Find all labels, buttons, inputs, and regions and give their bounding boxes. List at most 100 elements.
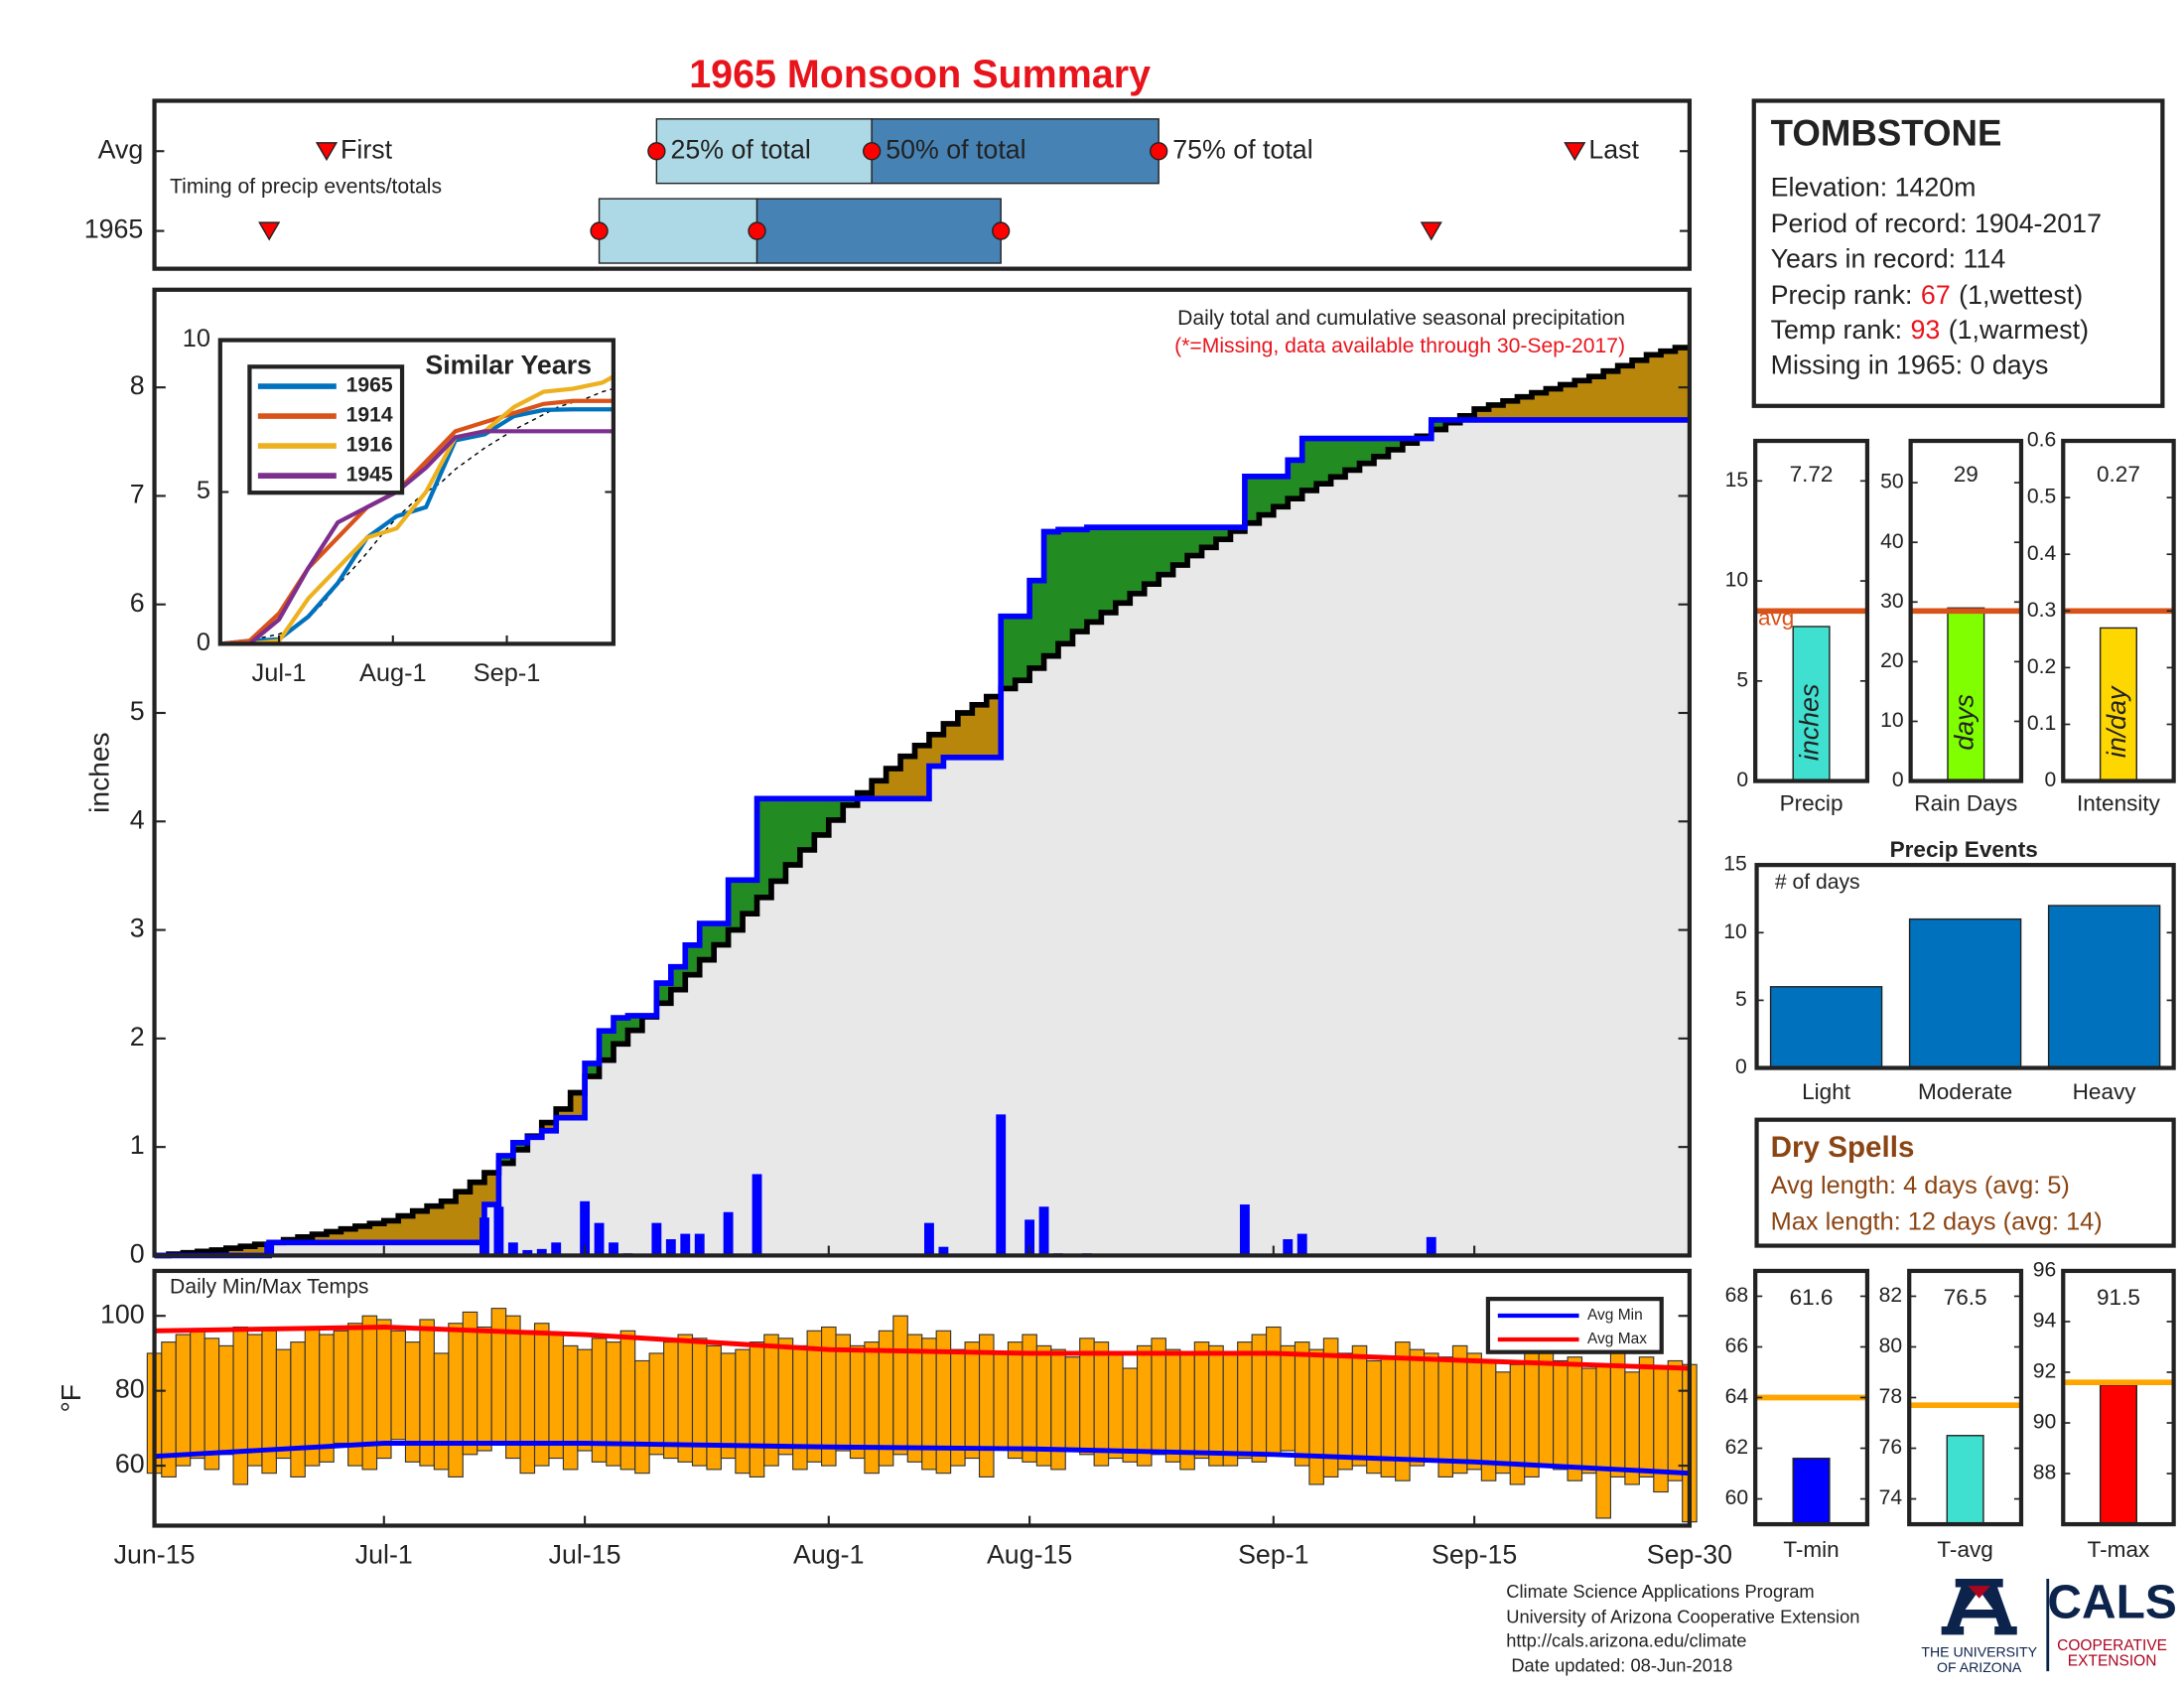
- temp-range-bar: [749, 1341, 765, 1478]
- surplus-fill: [1215, 527, 1232, 540]
- daily-bar: [665, 1239, 676, 1256]
- deficit-fill: [1617, 365, 1633, 420]
- temp-avg-line: [154, 1441, 1691, 1477]
- plot-frame: [152, 287, 1693, 1258]
- daily-bar: [1024, 1219, 1035, 1256]
- temp-range-bar: [1466, 1352, 1482, 1471]
- station-rank: Temp rank: 93 (1,warmest): [1771, 315, 2089, 345]
- temp-range-bar: [462, 1311, 478, 1456]
- timing-box-dark: [871, 118, 1160, 185]
- surplus-fill: [1373, 438, 1389, 457]
- deficit-fill: [354, 1225, 370, 1243]
- category-label: Intensity: [2077, 790, 2161, 815]
- temp-range-bar: [1294, 1341, 1310, 1467]
- temp-range-bar: [548, 1334, 564, 1460]
- surplus-fill: [670, 966, 686, 990]
- daily-bar: [1283, 1239, 1294, 1256]
- y-tick-label: 64: [1725, 1385, 1749, 1408]
- deficit-fill: [914, 745, 930, 799]
- daily-bar: [651, 1222, 662, 1256]
- deficit-fill: [1603, 370, 1619, 420]
- y-tick-label: 80: [1879, 1335, 1903, 1357]
- temp-range-bar: [477, 1326, 492, 1452]
- y-tick-label: 74: [1879, 1486, 1903, 1509]
- annotation: (*=Missing, data available through 30-Se…: [1174, 335, 1625, 357]
- surplus-fill: [1345, 438, 1361, 471]
- deficit-fill: [943, 723, 959, 758]
- temp-range-bar: [190, 1330, 205, 1460]
- inset-line: [219, 374, 614, 646]
- station-line: Years in record: 114: [1771, 243, 2006, 273]
- timing-marker: [647, 142, 666, 161]
- surplus-fill: [1115, 527, 1131, 604]
- deficit-fill: [1588, 376, 1604, 420]
- surplus-fill: [656, 983, 672, 1004]
- daily-bar: [594, 1222, 605, 1256]
- x-tick-label: Jul-1: [355, 1540, 413, 1570]
- bar: [1908, 917, 2022, 1069]
- category-label: Moderate: [1918, 1079, 2012, 1104]
- temp-range-bar: [333, 1330, 349, 1445]
- deficit-fill: [326, 1231, 341, 1243]
- deficit-fill: [1646, 354, 1662, 420]
- temp-range-bar: [648, 1352, 665, 1456]
- y-tick-label: 0.3: [2027, 599, 2056, 622]
- y-tick-label: 4: [130, 804, 145, 834]
- avg-label: avg: [1758, 606, 1794, 631]
- timing-label: 25% of total: [670, 134, 810, 164]
- deficit-fill: [383, 1220, 399, 1243]
- temp-range-bar: [1524, 1352, 1540, 1478]
- daily-bar: [1297, 1233, 1307, 1256]
- surplus-fill: [714, 923, 730, 945]
- daily-bar: [680, 1233, 691, 1256]
- temp-range-bar: [1208, 1344, 1224, 1467]
- y-tick-label: 94: [2033, 1310, 2057, 1333]
- value-label: 76.5: [1944, 1285, 1987, 1310]
- daily-bar: [493, 1206, 504, 1256]
- inset-x-tick-label: Aug-1: [359, 659, 427, 687]
- y-tick-label: 15: [1723, 853, 1746, 876]
- temp-range-bar: [1495, 1371, 1511, 1475]
- deficit-fill: [341, 1228, 356, 1243]
- daily-bar: [694, 1233, 705, 1256]
- surplus-fill: [1072, 529, 1088, 633]
- daily-bar: [580, 1200, 591, 1256]
- deficit-fill: [957, 713, 973, 758]
- y-tick-label: 30: [1880, 590, 1903, 613]
- y-tick-label: 0.5: [2027, 486, 2056, 508]
- y-tick-label: 90: [2033, 1411, 2057, 1434]
- timing-marker: [862, 142, 882, 161]
- station-missing: Missing in 1965: 0 days: [1771, 350, 2049, 379]
- deficit-fill: [570, 1092, 586, 1118]
- temp-range-bar: [1280, 1344, 1297, 1452]
- inset-line: [219, 429, 614, 646]
- surplus-fill: [1086, 527, 1102, 623]
- temp-range-bar: [1580, 1367, 1597, 1475]
- surplus-fill: [1159, 527, 1174, 575]
- y-tick-label: 0: [1736, 769, 1748, 791]
- y-tick-label: 2: [130, 1022, 145, 1052]
- timing-triangle: [258, 221, 281, 241]
- surplus-fill: [627, 1015, 643, 1031]
- timing-box-light: [598, 198, 758, 264]
- daily-bar: [536, 1248, 547, 1256]
- footer-line: University of Arizona Cooperative Extens…: [1506, 1606, 1859, 1626]
- footer-line: Date updated: 08-Jun-2018: [1506, 1655, 1732, 1676]
- temp-range-bar: [619, 1330, 636, 1471]
- temp-range-bar: [1064, 1356, 1081, 1452]
- temp-range-bar: [1609, 1352, 1626, 1478]
- temp-range-bar: [1538, 1348, 1555, 1467]
- deficit-fill: [369, 1223, 385, 1243]
- category-label: Light: [1802, 1079, 1851, 1104]
- temp-range-bar: [175, 1334, 192, 1467]
- temp-range-bar: [663, 1341, 679, 1460]
- deficit-fill: [254, 1244, 270, 1256]
- y-tick-label: 62: [1725, 1436, 1748, 1459]
- temp-range-bar: [375, 1319, 392, 1460]
- deficit-fill: [1560, 384, 1575, 420]
- annotation: Daily total and cumulative seasonal prec…: [1177, 307, 1625, 330]
- temp-range-bar: [606, 1341, 621, 1467]
- daily-bar: [264, 1242, 275, 1256]
- footer-line: Climate Science Applications Program: [1506, 1581, 1814, 1602]
